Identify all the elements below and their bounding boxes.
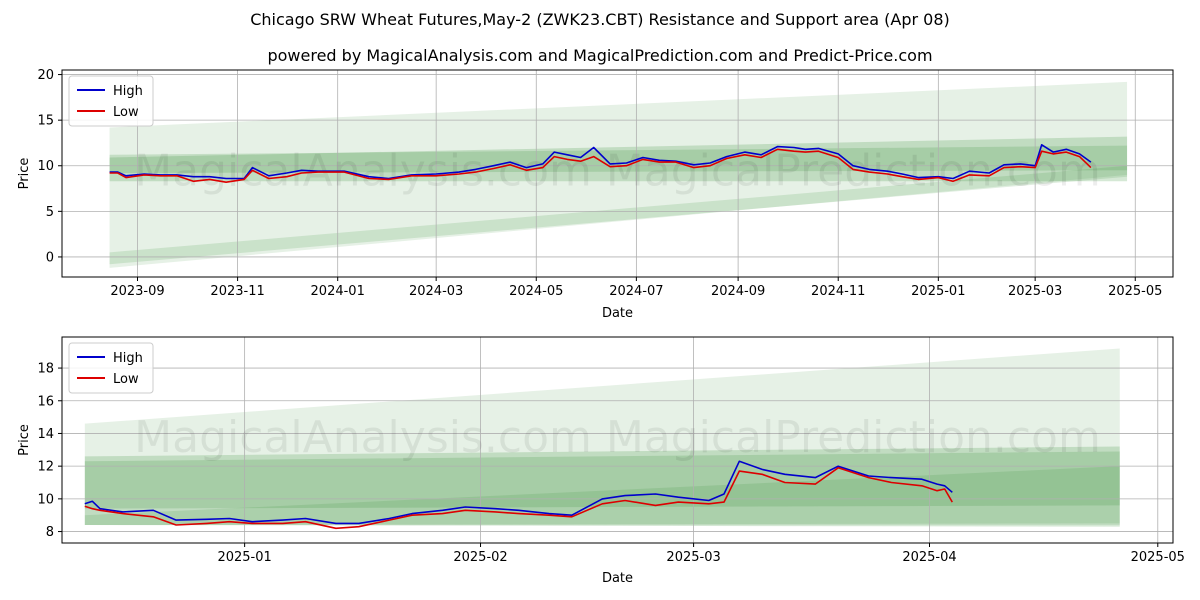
legend-label-low: Low [113, 372, 139, 387]
y-tick-label: 5 [46, 205, 54, 220]
watermark-text: MagicalAnalysis.com MagicalPrediction.co… [134, 146, 1101, 197]
x-tick-label: 2025-01 [217, 550, 271, 565]
x-axis-label: Date [602, 571, 633, 586]
x-tick-label: 2025-02 [453, 550, 507, 565]
y-axis-label: Price [17, 158, 32, 190]
band-mid-band [84, 446, 1120, 527]
panel-bottom: MagicalAnalysis.com MagicalPrediction.co… [17, 336, 1185, 586]
x-tick-label: 2025-03 [1008, 284, 1062, 299]
series-line-low [109, 148, 1092, 183]
band-mid-band [109, 136, 1128, 182]
band-inner-band [109, 145, 1128, 174]
band-lower-rising-band [109, 165, 1128, 265]
y-tick-label: 15 [37, 114, 54, 129]
x-axis-label: Date [602, 306, 633, 321]
x-tick-label: 2024-05 [509, 284, 563, 299]
series-line-high [109, 144, 1092, 180]
legend-box [68, 75, 154, 127]
y-tick-label: 0 [46, 250, 54, 265]
band-wide-support-resistance [109, 81, 1128, 268]
chart-subtitle: powered by MagicalAnalysis.com and Magic… [267, 46, 933, 65]
band-inner-band [84, 451, 1120, 509]
x-tick-label: 2024-11 [811, 284, 865, 299]
y-tick-label: 20 [37, 68, 54, 83]
x-tick-label: 2025-03 [666, 550, 720, 565]
x-tick-label: 2023-09 [110, 284, 164, 299]
legend-box [68, 342, 154, 394]
series-line-high [84, 460, 953, 525]
panel-top: MagicalAnalysis.com MagicalPrediction.co… [17, 68, 1174, 321]
x-tick-label: 2024-09 [711, 284, 765, 299]
x-tick-label: 2025-04 [902, 550, 956, 565]
legend-label-high: High [113, 351, 143, 366]
x-tick-label: 2024-01 [311, 284, 365, 299]
legend: High Low [68, 342, 154, 394]
y-tick-label: 10 [37, 492, 54, 507]
y-tick-label: 10 [37, 159, 54, 174]
x-tick-label: 2025-01 [911, 284, 965, 299]
y-axis-label: Price [17, 424, 32, 456]
y-tick-label: 14 [37, 427, 54, 442]
x-tick-label: 2025-05 [1131, 550, 1185, 565]
y-tick-label: 18 [37, 362, 54, 377]
series-line-low [84, 466, 953, 530]
x-tick-label: 2024-03 [409, 284, 463, 299]
chart-title: Chicago SRW Wheat Futures,May-2 (ZWK23.C… [250, 10, 950, 29]
plot-frame [61, 336, 1174, 544]
y-tick-label: 16 [37, 394, 54, 409]
legend: High Low [68, 75, 154, 127]
x-tick-label: 2023-11 [210, 284, 264, 299]
x-tick-label: 2025-05 [1108, 284, 1162, 299]
x-tick-label: 2024-07 [609, 284, 663, 299]
band-wide-support-resistance [84, 348, 1120, 526]
band-lower-rising-band [84, 466, 1120, 526]
legend-label-high: High [113, 84, 143, 99]
legend-label-low: Low [113, 105, 139, 120]
watermark-text: MagicalAnalysis.com MagicalPrediction.co… [134, 412, 1101, 463]
y-tick-label: 8 [46, 525, 54, 540]
plot-frame [61, 69, 1174, 278]
y-tick-label: 12 [37, 460, 54, 475]
